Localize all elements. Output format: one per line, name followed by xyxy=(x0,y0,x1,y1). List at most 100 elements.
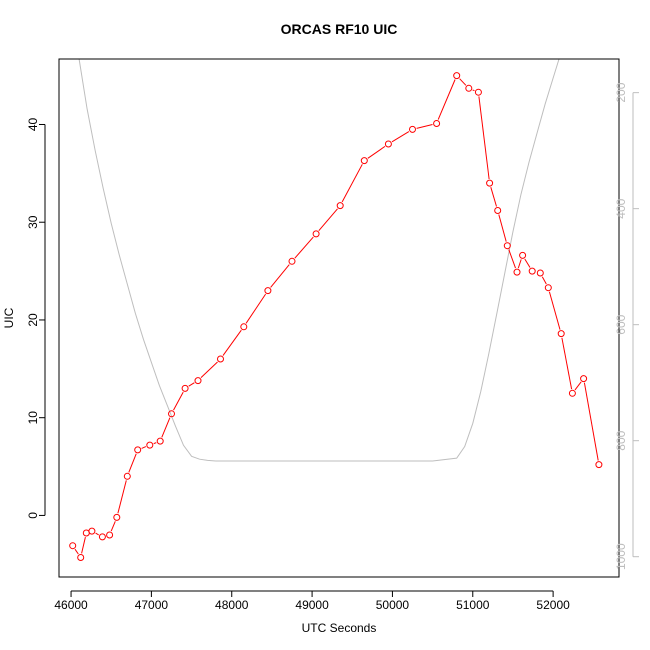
data-point xyxy=(113,513,121,521)
series-line-segment xyxy=(222,329,242,356)
y2-tick-label: 800 xyxy=(614,430,628,450)
series-line-segment xyxy=(437,79,456,120)
series-line-segment xyxy=(541,276,547,285)
chart-title: ORCAS RF10 UIC xyxy=(281,21,398,37)
y-tick-label: 0 xyxy=(26,512,40,519)
series-line-segment xyxy=(74,548,79,555)
series-line-segment xyxy=(141,446,147,449)
series-line-segment xyxy=(508,249,516,269)
series-line-segment xyxy=(173,391,184,411)
y2-tick-label: 1000 xyxy=(614,543,628,570)
data-point xyxy=(453,72,461,80)
series-line-segment xyxy=(200,361,218,378)
series-line-segment xyxy=(81,536,86,554)
series-line-segment xyxy=(270,264,290,288)
y2-tick-label: 200 xyxy=(614,82,628,102)
data-point xyxy=(217,355,224,363)
y-tick-label: 30 xyxy=(26,215,40,229)
series-line-segment xyxy=(318,208,338,232)
primary-series-layer xyxy=(69,72,603,561)
data-point xyxy=(98,533,106,541)
data-point xyxy=(168,410,175,418)
y2-tick-label: 400 xyxy=(614,198,628,218)
series-line-segment xyxy=(524,258,531,268)
data-point xyxy=(384,140,392,148)
data-point xyxy=(336,202,344,210)
y-tick-label: 10 xyxy=(26,411,40,425)
x-tick-label: 52000 xyxy=(536,598,570,612)
secondary-series-line xyxy=(78,59,560,462)
data-point xyxy=(433,120,441,127)
series-line-segment xyxy=(95,532,99,536)
y-axis-label: UIC xyxy=(2,307,16,328)
series-line-segment xyxy=(561,337,573,390)
x-axis-label: UTC Seconds xyxy=(302,621,377,635)
series-line-segment xyxy=(548,291,561,330)
series-line-segment xyxy=(574,381,582,391)
series-line-segment xyxy=(490,187,497,207)
y-tick-label: 20 xyxy=(26,313,40,327)
series-line-segment xyxy=(367,145,386,159)
data-point xyxy=(264,287,272,295)
series-line-segment xyxy=(341,164,363,203)
y-axis-left: 0 10 20 30 40 xyxy=(26,118,46,519)
data-point xyxy=(156,437,164,445)
series-line-segment xyxy=(459,78,467,86)
data-point xyxy=(88,527,96,535)
data-point xyxy=(134,446,142,454)
series-line-segment xyxy=(161,417,171,438)
series-line-segment xyxy=(416,124,433,129)
series-line-segment xyxy=(478,96,490,180)
series-line-segment xyxy=(391,131,410,143)
data-point xyxy=(360,157,368,165)
y2-tick-label: 600 xyxy=(614,314,628,334)
data-point xyxy=(503,242,511,250)
data-point xyxy=(568,389,576,397)
y-tick-label: 40 xyxy=(26,118,40,132)
data-point xyxy=(106,531,114,539)
data-point xyxy=(528,267,536,275)
data-point xyxy=(77,554,85,561)
x-tick-label: 51000 xyxy=(456,598,490,612)
series-line-segment xyxy=(472,89,475,92)
series-line-segment xyxy=(188,382,195,387)
data-point xyxy=(486,179,494,187)
data-point xyxy=(557,330,565,338)
data-point xyxy=(409,125,416,133)
x-tick-label: 46000 xyxy=(54,598,88,612)
x-tick-label: 49000 xyxy=(295,598,329,612)
x-tick-label: 47000 xyxy=(135,598,169,612)
secondary-series-layer xyxy=(78,59,560,462)
y-axis-right: 200 400 600 800 1000 xyxy=(614,82,639,570)
data-point xyxy=(465,84,473,92)
series-line-segment xyxy=(245,293,267,324)
series-line-segment xyxy=(117,480,127,514)
data-point xyxy=(288,257,296,265)
data-point xyxy=(595,461,603,469)
data-point xyxy=(123,472,131,480)
data-point xyxy=(194,377,202,385)
x-tick-label: 48000 xyxy=(215,598,249,612)
x-axis: 46000 47000 48000 49000 50000 51000 52000 xyxy=(54,590,570,612)
data-point xyxy=(240,323,248,331)
data-point xyxy=(580,375,588,383)
x-tick-label: 50000 xyxy=(376,598,410,612)
data-point xyxy=(474,88,482,96)
data-point xyxy=(146,441,154,449)
data-point xyxy=(312,230,320,238)
data-point xyxy=(494,207,502,214)
series-line-segment xyxy=(517,259,522,269)
data-point xyxy=(519,251,527,259)
series-line-segment xyxy=(153,442,157,445)
series-line-segment xyxy=(498,214,507,242)
series-line-segment xyxy=(583,382,599,461)
series-line-segment xyxy=(128,453,137,473)
plot-frame xyxy=(58,58,620,578)
data-point xyxy=(513,268,521,276)
data-point xyxy=(536,269,544,277)
data-point xyxy=(181,384,189,392)
series-line-segment xyxy=(110,521,116,532)
data-point xyxy=(544,284,552,292)
